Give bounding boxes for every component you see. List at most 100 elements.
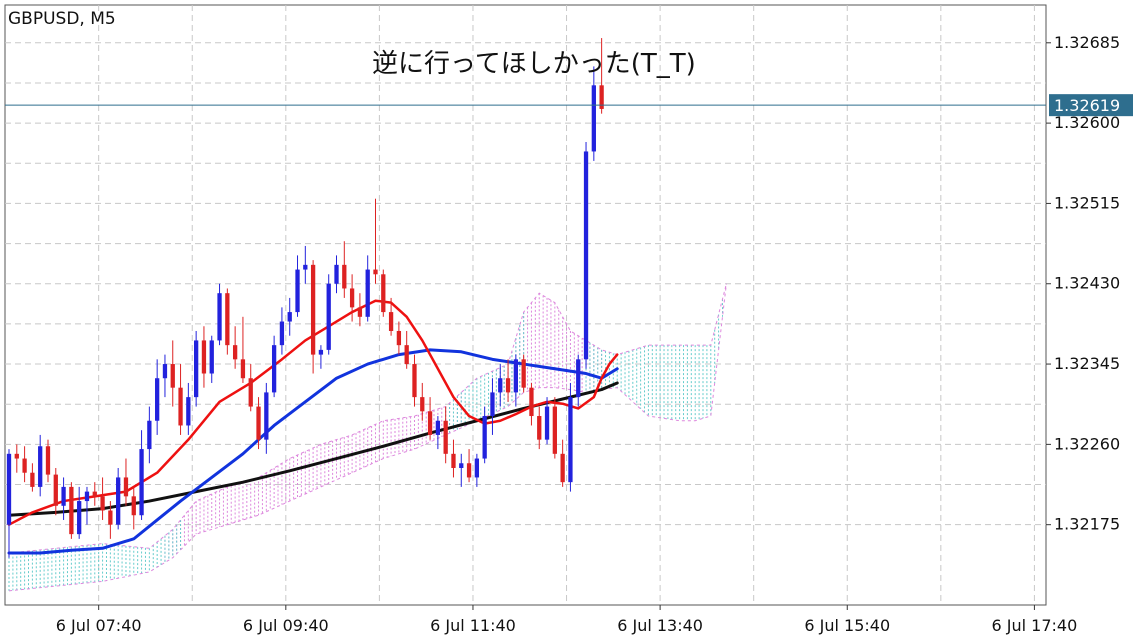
candle-body bbox=[459, 463, 464, 468]
candle-body bbox=[388, 312, 394, 331]
candle[interactable] bbox=[100, 477, 105, 520]
candle[interactable] bbox=[568, 382, 573, 492]
candle[interactable] bbox=[248, 364, 253, 412]
candle[interactable] bbox=[388, 297, 394, 336]
plot-frame bbox=[4, 4, 1047, 606]
candle[interactable] bbox=[271, 335, 277, 398]
candle-body bbox=[147, 420, 152, 450]
candle[interactable] bbox=[318, 345, 324, 369]
candle[interactable] bbox=[482, 406, 487, 464]
current-price-tag: 1.32619 bbox=[1049, 94, 1133, 117]
candle[interactable] bbox=[349, 274, 355, 322]
candle[interactable] bbox=[186, 382, 191, 435]
candle[interactable] bbox=[490, 378, 495, 435]
candle[interactable] bbox=[529, 382, 534, 426]
candle[interactable] bbox=[287, 297, 292, 336]
candle-body bbox=[560, 453, 565, 483]
candle[interactable] bbox=[14, 444, 19, 473]
candle[interactable] bbox=[552, 397, 557, 459]
candle[interactable] bbox=[116, 467, 121, 530]
candle[interactable] bbox=[147, 406, 152, 464]
candle[interactable] bbox=[576, 354, 581, 407]
candle-body bbox=[170, 364, 175, 388]
candle-body bbox=[69, 486, 74, 535]
candle-body bbox=[30, 472, 35, 487]
candle[interactable] bbox=[310, 260, 316, 374]
candle[interactable] bbox=[108, 501, 113, 539]
candle[interactable] bbox=[232, 326, 238, 369]
candle[interactable] bbox=[155, 359, 160, 435]
candle[interactable] bbox=[373, 198, 378, 284]
candle[interactable] bbox=[77, 486, 82, 539]
candle[interactable] bbox=[334, 255, 339, 294]
candle[interactable] bbox=[498, 364, 503, 407]
candle[interactable] bbox=[459, 453, 464, 487]
candle[interactable] bbox=[544, 397, 550, 445]
candle[interactable] bbox=[45, 439, 51, 483]
candle[interactable] bbox=[513, 354, 518, 407]
candle[interactable] bbox=[435, 416, 441, 450]
candle[interactable] bbox=[162, 354, 168, 398]
candle[interactable] bbox=[420, 382, 425, 421]
candle[interactable] bbox=[560, 439, 565, 487]
candle[interactable] bbox=[256, 397, 261, 450]
candle[interactable] bbox=[84, 486, 90, 525]
candle[interactable] bbox=[303, 245, 308, 284]
candle-body bbox=[100, 496, 105, 511]
candle[interactable] bbox=[61, 477, 66, 520]
candle[interactable] bbox=[92, 482, 97, 506]
candle-body bbox=[178, 387, 183, 426]
candle[interactable] bbox=[170, 340, 175, 407]
candle[interactable] bbox=[396, 321, 402, 355]
candle[interactable] bbox=[53, 467, 58, 516]
candle[interactable] bbox=[139, 430, 144, 520]
candle[interactable] bbox=[451, 439, 456, 478]
y-tick-label: 1.32515 bbox=[1054, 193, 1120, 212]
candle-body bbox=[342, 264, 347, 289]
chart-annotation: 逆に行ってほしかった(T_T) bbox=[372, 49, 696, 79]
candle-body bbox=[92, 491, 97, 497]
candle[interactable] bbox=[599, 38, 604, 114]
candle[interactable] bbox=[131, 486, 136, 530]
candle[interactable] bbox=[240, 316, 246, 383]
y-tick-label: 1.32345 bbox=[1054, 354, 1120, 373]
candle[interactable] bbox=[279, 307, 285, 355]
candle-body bbox=[45, 446, 51, 475]
candle[interactable] bbox=[38, 434, 43, 497]
candle[interactable] bbox=[22, 446, 27, 483]
candle[interactable] bbox=[357, 293, 363, 327]
price-tag-text: 1.32619 bbox=[1054, 96, 1120, 115]
candle[interactable] bbox=[30, 463, 35, 492]
candle[interactable] bbox=[342, 241, 347, 298]
candle[interactable] bbox=[381, 269, 386, 317]
x-tick-label: 6 Jul 07:40 bbox=[56, 616, 142, 635]
candle[interactable] bbox=[521, 354, 526, 393]
candle[interactable] bbox=[466, 449, 472, 483]
candle[interactable] bbox=[264, 382, 269, 454]
candle[interactable] bbox=[6, 449, 12, 558]
candle[interactable] bbox=[209, 335, 214, 383]
candle[interactable] bbox=[326, 274, 331, 355]
candle[interactable] bbox=[537, 406, 542, 450]
candle[interactable] bbox=[217, 283, 222, 346]
candle-body bbox=[435, 420, 441, 435]
candle[interactable] bbox=[412, 354, 417, 407]
candle[interactable] bbox=[194, 330, 199, 407]
candle[interactable] bbox=[591, 66, 596, 161]
candle[interactable] bbox=[474, 453, 480, 487]
candle[interactable] bbox=[505, 359, 511, 402]
candle[interactable] bbox=[295, 255, 300, 317]
candle[interactable] bbox=[583, 142, 589, 369]
candle[interactable] bbox=[404, 330, 409, 369]
candle[interactable] bbox=[443, 406, 448, 464]
candle[interactable] bbox=[427, 397, 433, 440]
candle[interactable] bbox=[178, 364, 183, 435]
candle[interactable] bbox=[123, 458, 129, 506]
candle-body bbox=[77, 501, 82, 535]
candle[interactable] bbox=[69, 482, 74, 539]
candle[interactable] bbox=[201, 326, 207, 388]
candle[interactable] bbox=[365, 255, 370, 322]
candle[interactable] bbox=[225, 288, 230, 355]
candles[interactable] bbox=[6, 38, 604, 558]
